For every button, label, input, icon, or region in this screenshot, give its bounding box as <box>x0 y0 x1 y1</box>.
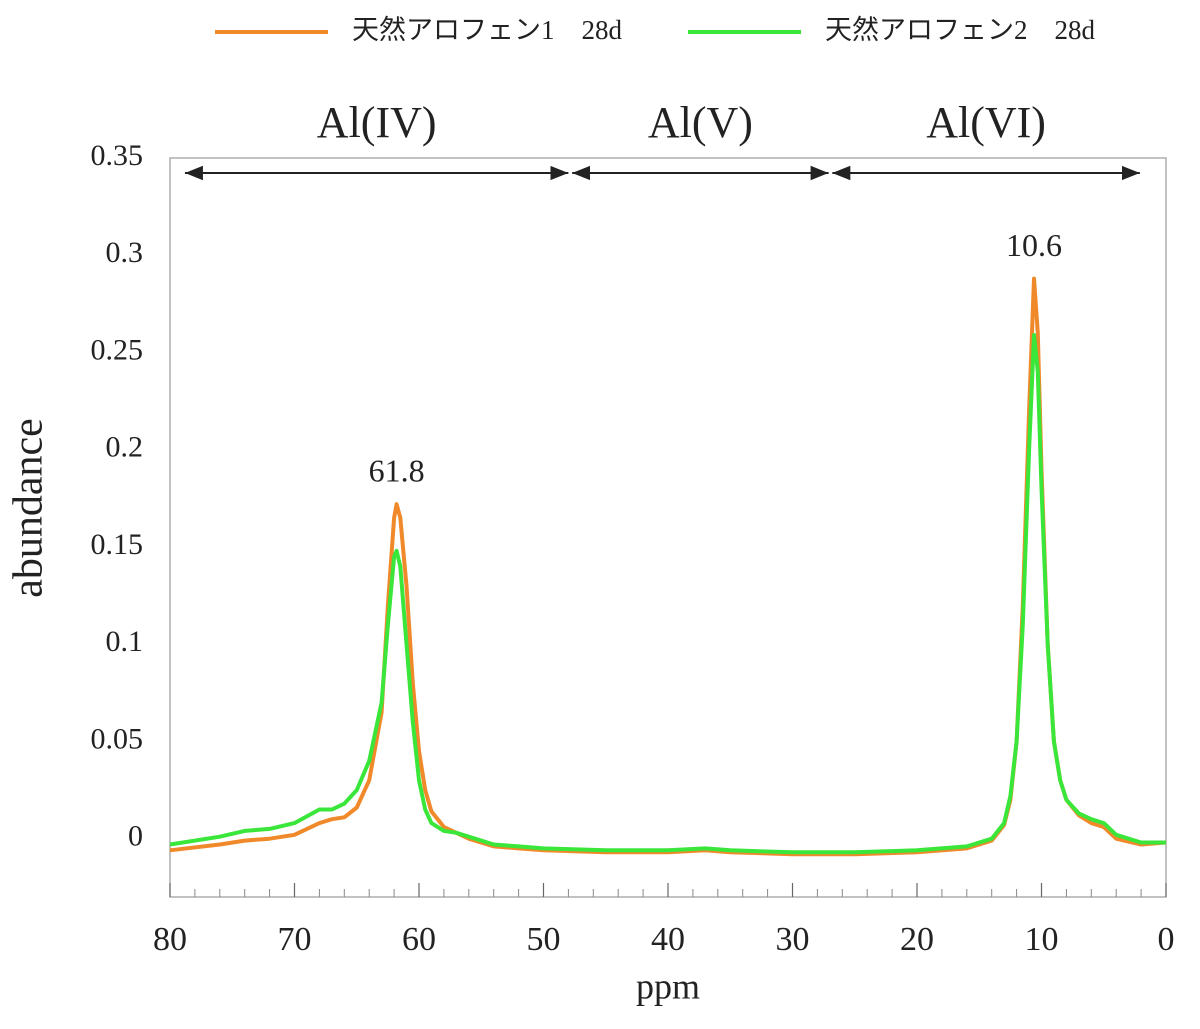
x-tick-label: 60 <box>402 921 436 958</box>
y-tick-label: 0.1 <box>106 625 144 658</box>
region-label: Al(IV) <box>317 98 437 147</box>
y-axis-label: abundance <box>6 418 52 598</box>
region-label: Al(VI) <box>926 98 1046 147</box>
y-tick-label: 0.25 <box>91 333 144 366</box>
peak-label: 10.6 <box>1006 227 1062 263</box>
legend-label: 天然アロフェン2 28d <box>825 15 1095 45</box>
series-line <box>169 333 1166 855</box>
y-tick-label: 0.35 <box>91 139 144 172</box>
x-tick-label: 20 <box>900 921 934 958</box>
x-tick-label: 30 <box>776 921 810 958</box>
y-tick-label: 0.3 <box>106 236 144 269</box>
x-tick-label: 40 <box>651 921 685 958</box>
x-tick-label: 10 <box>1025 921 1059 958</box>
series-line <box>169 276 1167 857</box>
peak-label: 61.8 <box>369 453 425 489</box>
x-tick-label: 70 <box>278 921 312 958</box>
plot-frame <box>169 157 1167 898</box>
region-label: Al(V) <box>648 98 753 147</box>
x-tick-label: 50 <box>527 921 561 958</box>
x-axis-label: ppm <box>636 966 700 1006</box>
y-tick-label: 0.2 <box>106 431 144 464</box>
x-tick-label: 0 <box>1158 921 1175 958</box>
legend-label: 天然アロフェン1 28d <box>352 15 622 45</box>
x-tick-label: 80 <box>153 921 187 958</box>
y-tick-label: 0 <box>128 820 143 853</box>
y-tick-label: 0.15 <box>91 528 144 561</box>
y-tick-label: 0.05 <box>91 722 144 755</box>
